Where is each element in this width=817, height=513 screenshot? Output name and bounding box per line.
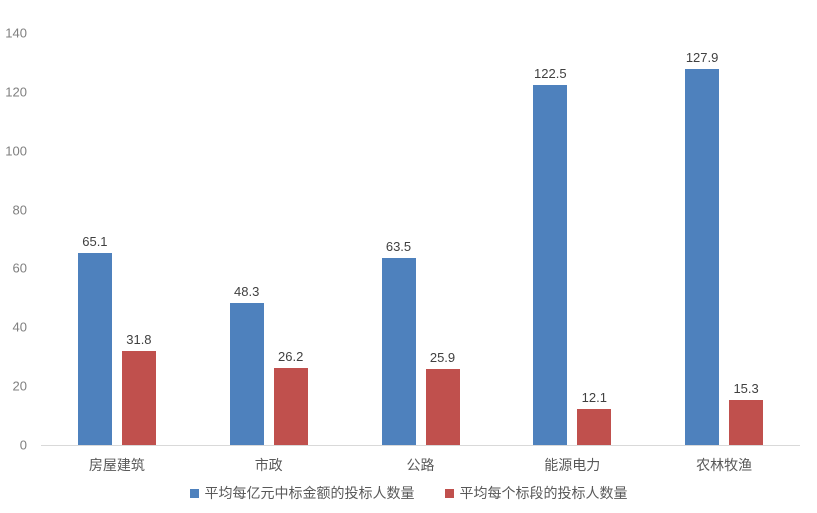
data-label: 63.5 [385,239,412,255]
bar-series-1-农林牧渔 [685,68,720,445]
data-label: 122.5 [534,65,567,81]
data-label: 12.1 [581,390,607,406]
bar-series-2-房屋建筑 [121,351,156,445]
category-label: 房屋建筑 [88,457,145,473]
bar-series-2-农林牧渔 [729,399,764,445]
y-tick-label: 140 [5,25,27,41]
legend-item-series-1: 平均每亿元中标金额的投标人数量 [189,483,415,503]
bar-series-2-能源电力 [577,409,612,445]
y-tick-label: 80 [12,202,27,218]
bar-series-2-公路 [425,368,460,445]
y-tick-label: 60 [12,260,27,276]
y-tick-label: 120 [5,84,27,100]
category-label: 农林牧渔 [696,457,753,473]
bar-series-1-能源电力 [533,84,568,445]
legend-label-series-2: 平均每个标段的投标人数量 [459,485,628,501]
data-label: 25.9 [429,349,456,365]
y-tick-label: 0 [19,437,27,453]
category-label: 市政 [254,457,283,473]
legend-label-series-1: 平均每亿元中标金额的投标人数量 [204,485,415,501]
y-tick-label: 100 [5,143,27,159]
x-axis-line [41,445,800,446]
bar-series-1-公路 [381,258,416,445]
data-label: 65.1 [82,234,108,250]
bar-series-1-房屋建筑 [77,253,112,445]
legend-item-series-2: 平均每个标段的投标人数量 [444,483,628,503]
bar-series-1-市政 [229,302,264,445]
data-label: 15.3 [733,380,759,396]
y-tick-label: 20 [12,378,27,394]
data-label: 48.3 [234,283,260,299]
data-label: 26.2 [278,348,304,364]
data-label: 31.8 [126,332,152,348]
category-label: 能源电力 [544,457,601,473]
y-tick-label: 40 [12,319,27,335]
bar-series-2-市政 [273,367,308,445]
legend: 平均每亿元中标金额的投标人数量 平均每个标段的投标人数量 [0,483,817,503]
data-label: 127.9 [685,49,719,65]
legend-swatch-red-icon [444,488,454,498]
category-label: 公路 [406,457,435,473]
legend-swatch-blue-icon [189,488,199,498]
